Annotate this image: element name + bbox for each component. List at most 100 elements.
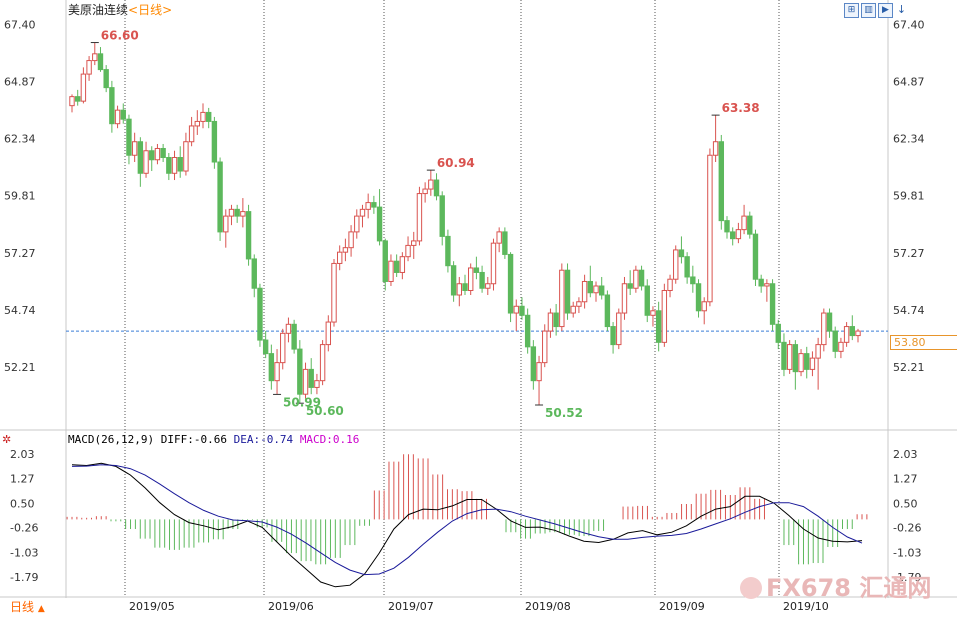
period-label: 日线: [10, 600, 35, 614]
candle-up: [496, 231, 502, 244]
candle-up: [416, 193, 423, 242]
candle-down: [308, 368, 314, 388]
candle-up: [280, 332, 286, 364]
low-label: 50.60: [306, 404, 344, 418]
candle-up: [513, 305, 519, 314]
candle-up: [661, 289, 668, 343]
macd-legend: MACD(26,12,9) DIFF:-0.66 DEA:-0.74 MACD:…: [68, 433, 359, 446]
y-tick-label-left: 54.74: [4, 304, 36, 317]
candle-up: [143, 150, 149, 174]
candle-down: [758, 278, 764, 287]
toolbar-c-icon[interactable]: ▶: [878, 3, 893, 18]
candle-down: [103, 69, 109, 89]
candle-down: [137, 141, 144, 174]
candle-down: [752, 233, 759, 280]
candle-down: [724, 220, 730, 233]
candle-down: [690, 276, 696, 285]
candle-down: [376, 206, 383, 242]
candle-up: [86, 60, 92, 75]
instrument-name: 美原油连续: [68, 3, 129, 17]
candle-up: [593, 285, 599, 294]
x-tick-label: 2019/08: [525, 600, 571, 613]
candle-down: [684, 256, 690, 278]
candle-down: [177, 157, 183, 172]
y-tick-label-left: 62.34: [4, 133, 36, 146]
candle-down: [604, 294, 611, 328]
candle-up: [188, 125, 195, 143]
candle-down: [297, 348, 303, 395]
candle-down: [695, 283, 702, 312]
candle-down: [257, 287, 263, 341]
candle-up: [69, 96, 75, 107]
candle-up: [809, 357, 816, 370]
candle-down: [160, 147, 166, 159]
low-label: 50.52: [545, 406, 583, 420]
macd-tick-label-right: -1.79: [893, 571, 921, 584]
candle-down: [211, 120, 218, 163]
candle-down: [268, 353, 275, 382]
macd-tick-label-left: 2.03: [10, 448, 35, 461]
candle-up: [741, 215, 747, 231]
candle-down: [382, 240, 388, 282]
y-tick-label-left: 59.81: [4, 190, 36, 203]
high-label: 63.38: [722, 101, 760, 115]
candle-up: [228, 208, 235, 217]
candle-down: [587, 280, 594, 294]
candle-down: [473, 267, 480, 273]
candle-down: [792, 344, 799, 373]
candle-down: [166, 157, 172, 174]
y-tick-label-left: 67.40: [4, 19, 36, 32]
candle-down: [530, 346, 537, 382]
candle-down: [479, 271, 485, 289]
candle-down: [251, 258, 257, 289]
candle-down: [245, 211, 252, 260]
candle-up: [428, 179, 434, 190]
watermark-text: FX678 汇通网: [766, 574, 932, 602]
candle-down: [445, 235, 451, 267]
candle-up: [240, 211, 246, 217]
candle-up: [80, 73, 87, 102]
candle-up: [667, 278, 673, 291]
y-tick-label-left: 64.87: [4, 76, 36, 89]
candle-up: [786, 344, 793, 370]
candle-down: [126, 118, 132, 156]
y-tick-label-left: 52.21: [4, 361, 36, 374]
macd-tick-label-left: -1.03: [10, 546, 38, 559]
period-selector[interactable]: 日线 ▲: [10, 598, 45, 615]
candle-down: [524, 314, 531, 348]
toolbar-b-icon[interactable]: ▥: [861, 3, 876, 18]
macd-tick-label-right: 1.27: [893, 473, 918, 486]
candle-up: [314, 380, 320, 388]
candle-up: [359, 208, 366, 217]
candle-up: [336, 251, 343, 264]
candle-up: [365, 202, 371, 210]
macd-tick-label-right: 0.50: [893, 497, 918, 510]
candle-up: [171, 157, 178, 174]
candle-down: [781, 341, 787, 370]
candle-up: [183, 141, 189, 172]
candle-down: [291, 323, 297, 350]
candle-up: [223, 215, 229, 233]
candle-up: [325, 321, 332, 346]
candle-up: [331, 262, 337, 323]
candle-down: [849, 326, 856, 337]
candle-up: [650, 310, 656, 316]
candle-up: [764, 283, 770, 287]
macd-tick-label-left: 0.50: [10, 497, 35, 510]
candle-down: [775, 323, 781, 343]
candle-down: [502, 231, 508, 255]
toolbar-a-icon[interactable]: ⊞: [844, 3, 859, 18]
candle-down: [120, 109, 126, 120]
candle-down: [718, 141, 725, 222]
candle-down: [109, 87, 115, 125]
toolbar-d-icon[interactable]: ↓: [896, 3, 907, 16]
settings-icon[interactable]: ✲: [2, 433, 12, 446]
candle-down: [519, 305, 525, 316]
candle-up: [399, 256, 406, 273]
candle-up: [131, 141, 138, 156]
candle-up: [154, 147, 161, 161]
candle-down: [74, 96, 81, 102]
candle-down: [826, 312, 833, 332]
low-label: 50.99: [283, 395, 321, 409]
